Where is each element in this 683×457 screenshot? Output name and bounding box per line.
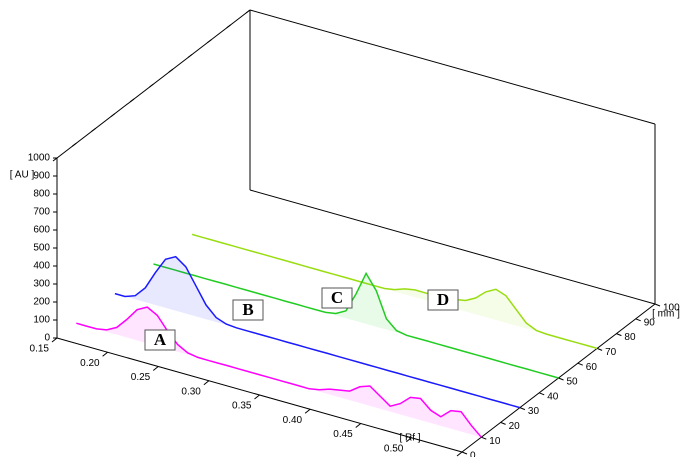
area-fill [114,256,520,408]
z-tick [187,54,193,58]
x-tick-label: 0.50 [384,443,404,454]
series-label: B [242,300,253,319]
y-tick-label: 200 [33,297,50,308]
z-tick [226,24,231,29]
z-tick-label: 60 [586,362,598,373]
y-tick-label: 500 [33,243,50,254]
x-tick-label: 0.40 [283,415,303,426]
z-tick-label: 20 [509,421,521,432]
z-tick-label: 10 [489,436,501,447]
series-label: A [154,330,167,349]
z-tick [461,451,468,455]
x-tick [254,394,260,400]
y-tick-label: 400 [33,261,50,272]
z-tick [500,421,506,425]
z-tick [52,157,58,162]
z-tick [129,98,135,103]
z-tick [245,9,251,14]
z-tick [72,142,77,147]
x-tick [51,337,58,343]
z-tick [519,407,526,411]
x-tick [304,408,311,414]
z-tick-label: 40 [547,391,559,402]
z-tick [481,436,487,440]
z-tick [654,303,661,307]
x-tick-label: 0.20 [80,358,100,369]
box-edge [249,189,656,305]
z-axis-label: [ mm ] [652,309,680,320]
x-tick [203,380,210,386]
z-tick [91,127,96,132]
profile-line [76,306,482,438]
y-axis-label: [ AU ] [10,170,35,181]
series-label: D [437,290,449,309]
z-tick [616,333,622,337]
z-tick [577,362,583,366]
y-tick-label: 700 [33,207,50,218]
z-tick [110,113,116,117]
y-tick-label: 600 [33,225,50,236]
x-tick [355,423,362,428]
z-tick-label: 100 [663,303,680,314]
x-tick-label: 0.45 [333,429,353,440]
z-tick-label: 80 [624,332,636,343]
z-tick-label: 0 [470,451,476,457]
z-tick-label: 70 [605,347,617,358]
x-tick [102,351,108,357]
x-tick-label: 0.25 [131,372,151,383]
z-tick [168,68,174,73]
x-tick [456,451,463,457]
z-tick [149,83,154,88]
y-tick-label: 1000 [28,153,51,164]
y-tick-label: 300 [33,279,50,290]
box-edge [249,9,656,125]
x-tick-label: 0.30 [181,386,201,397]
label-box [321,287,353,309]
z-tick-label: 30 [528,406,540,417]
series-label: C [331,288,343,307]
x-tick [406,437,412,443]
z-tick [596,347,603,351]
z-tick-label: 50 [567,377,579,388]
area-fill [76,307,482,438]
z-tick [635,318,641,322]
profile-line [114,255,521,409]
label-box [427,289,459,311]
y-tick-label: 900 [33,171,50,182]
z-tick [207,39,212,43]
label-box [144,329,176,351]
z-tick [539,392,545,396]
x-tick-label: 0.35 [232,401,252,412]
x-tick-label: 0.15 [30,344,50,355]
profile-line [153,263,559,379]
x-tick [152,366,159,371]
y-tick-label: 100 [33,315,50,326]
z-tick [558,377,564,381]
y-tick-label: 800 [33,189,50,200]
y-tick-label: 0 [44,333,50,344]
label-box [232,299,264,321]
z-tick-label: 90 [644,317,656,328]
profile-line [191,233,598,350]
